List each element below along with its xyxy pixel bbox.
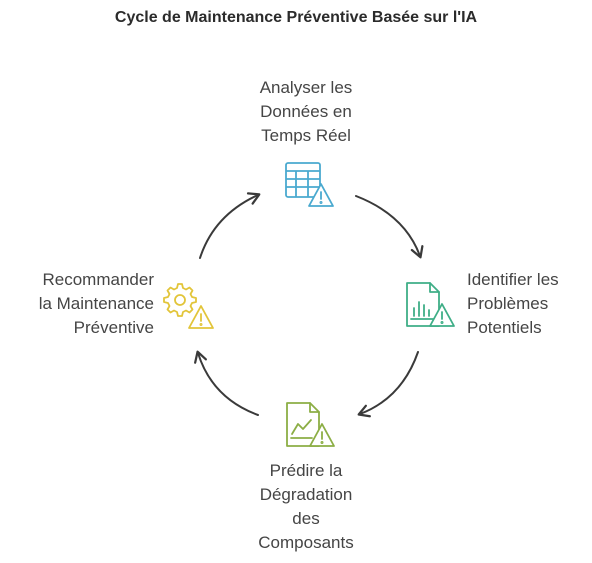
step-predict-label: Prédire la Dégradation des Composants [196,459,416,555]
step-analyze-line-1: Analyser les [259,78,353,97]
step-identify-label: Identifier les Problèmes Potentiels [467,268,587,340]
step-recommend-line-3: Préventive [73,318,154,337]
arrow-predict-to-recommend [194,350,259,416]
table-warning-icon [283,160,335,210]
step-recommend-line-2: la Maintenance [38,294,154,313]
step-predict-line-1: Prédire la [269,461,343,480]
trend-document-warning-icon [284,400,336,450]
step-identify-line-1: Identifier les [467,270,559,289]
step-analyze-label: Analyser les Données en Temps Réel [196,76,416,148]
step-analyze-line-2: Données en [260,102,352,121]
diagram-title: Cycle de Maintenance Préventive Basée su… [114,9,478,26]
step-predict-line-4: Composants [258,533,354,552]
step-predict-line-3: des [292,509,320,528]
step-predict-line-2: Dégradation [259,485,353,504]
step-recommend-label: Recommander la Maintenance Préventive [4,268,154,340]
chart-document-warning-icon [404,280,456,330]
gear-warning-icon [163,282,215,332]
arrow-analyze-to-identify [355,195,424,259]
step-recommend-line-1: Recommander [42,270,155,289]
arrow-recommend-to-analyze [199,192,261,259]
arrow-identify-to-predict [357,351,419,418]
step-identify-line-3: Potentiels [467,318,542,337]
step-identify-line-2: Problèmes [467,294,549,313]
step-analyze-line-3: Temps Réel [261,126,351,145]
